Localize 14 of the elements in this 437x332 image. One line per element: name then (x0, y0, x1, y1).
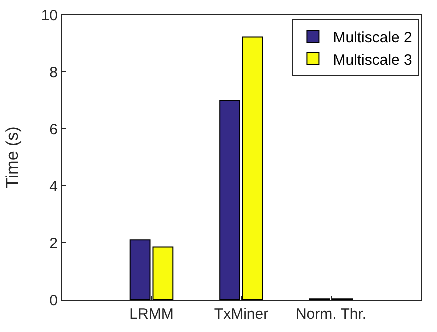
y-tick-label: 0 (50, 292, 58, 310)
y-tick-label: 2 (50, 235, 58, 252)
x-tick-label: TxMiner (214, 306, 269, 323)
y-axis-title: Time (s) (3, 126, 22, 188)
legend-label: Multiscale 2 (333, 29, 412, 46)
y-tick-label: 4 (50, 178, 58, 196)
x-tick-label: Norm. Thr. (296, 306, 367, 323)
y-tick-label: 6 (50, 121, 58, 138)
y-tick-label: 8 (50, 64, 58, 82)
legend-label: Multiscale 3 (333, 52, 412, 69)
bar (242, 36, 264, 300)
bar (220, 100, 241, 300)
x-tick-label: LRMM (130, 306, 174, 323)
y-tick-label: 10 (41, 7, 58, 24)
